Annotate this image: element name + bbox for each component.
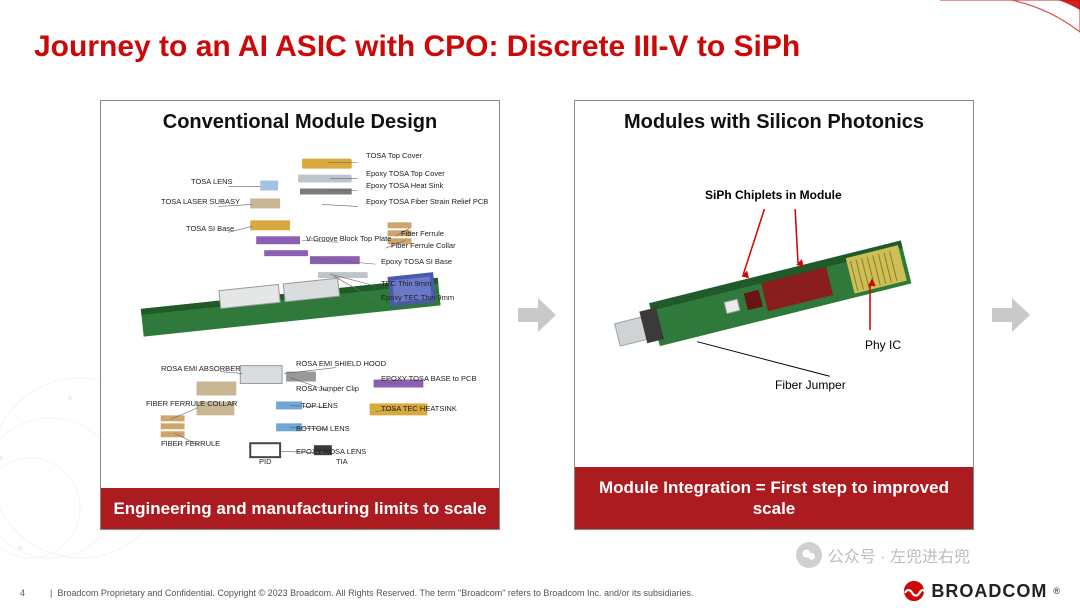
page-number: 4	[20, 588, 25, 598]
panel-conventional: Conventional Module Design	[100, 100, 500, 530]
annotation-label: V-Groove Block Top Plate	[306, 235, 391, 243]
accent-top-right	[920, 0, 1080, 60]
annotation-label: EPOXY ROSA LENS	[296, 448, 366, 456]
annotation-label: FIBER FERRULE	[161, 440, 220, 448]
slide-title: Journey to an AI ASIC with CPO: Discrete…	[34, 30, 800, 64]
siph-phy-label: Phy IC	[865, 338, 901, 352]
annotation-label: PID	[259, 458, 272, 466]
annotation-label: Fiber Ferrule Collar	[391, 242, 456, 250]
annotation-label: Epoxy TOSA Heat Sink	[366, 182, 443, 190]
panel-siph-footer: Module Integration = First step to impro…	[575, 467, 973, 530]
annotation-label: BOTTOM LENS	[296, 425, 350, 433]
slide: Journey to an AI ASIC with CPO: Discrete…	[0, 0, 1080, 608]
watermark-text: 公众号 · 左兜进右兜	[828, 543, 970, 567]
annotation-label: Epoxy TOSA Fiber Strain Relief PCB	[366, 198, 488, 206]
annotation-label: Epoxy TOSA SI Base	[381, 258, 452, 266]
annotation-label: TEC Thin 9mm	[381, 280, 431, 288]
annotation-label: ROSA EMI SHIELD HOOD	[296, 360, 386, 368]
annotation-label: TOSA LENS	[191, 178, 233, 186]
annotation-label: FIBER FERRULE COLLAR	[146, 400, 237, 408]
panel-siph: Modules with Silicon Photonics	[574, 100, 974, 530]
panel-conventional-body: TOSA Top Cover Epoxy TOSA Top Cover Epoxy …	[101, 140, 499, 488]
broadcom-logo-icon	[903, 580, 925, 602]
panel-siph-title: Modules with Silicon Photonics	[575, 101, 973, 140]
arrow-icon	[512, 290, 562, 340]
arrow-icon	[986, 290, 1036, 340]
broadcom-logo: BROADCOM ®	[903, 580, 1060, 602]
annotation-label: TOP LENS	[301, 402, 338, 410]
conventional-diagram	[101, 140, 499, 488]
annotation-label: TOSA Top Cover	[366, 152, 422, 160]
annotation-label: EPOXY TOSA BASE to PCB	[381, 375, 476, 383]
panels-row: Conventional Module Design	[100, 100, 1040, 530]
annotation-label: TOSA SI Base	[186, 225, 234, 233]
wechat-icon	[796, 542, 822, 568]
watermark: 公众号 · 左兜进右兜	[796, 542, 970, 568]
annotation-label: TOSA TEC HEATSINK	[381, 405, 457, 413]
annotation-label: ROSA Jumper Clip	[296, 385, 359, 393]
panel-siph-body: SiPh Chiplets in Module Phy IC Fiber Jum…	[575, 140, 973, 467]
annotation-label: TOSA LASER SUBASY	[161, 198, 240, 206]
panel-conventional-title: Conventional Module Design	[101, 101, 499, 140]
annotation-label: ROSA EMI ABSORBER	[161, 365, 241, 373]
annotation-label: Epoxy TEC Thin 9mm	[381, 294, 454, 302]
broadcom-logo-text: BROADCOM	[931, 581, 1047, 602]
siph-chiplet-label: SiPh Chiplets in Module	[705, 188, 842, 202]
annotation-label: Fiber Ferrule	[401, 230, 444, 238]
registered-mark: ®	[1053, 586, 1060, 596]
panel-conventional-footer: Engineering and manufacturing limits to …	[101, 488, 499, 529]
siph-fiber-label: Fiber Jumper	[775, 378, 846, 392]
annotation-label: Epoxy TOSA Top Cover	[366, 170, 445, 178]
copyright-text: | Broadcom Proprietary and Confidential.…	[50, 588, 930, 598]
annotation-label: TIA	[336, 458, 348, 466]
